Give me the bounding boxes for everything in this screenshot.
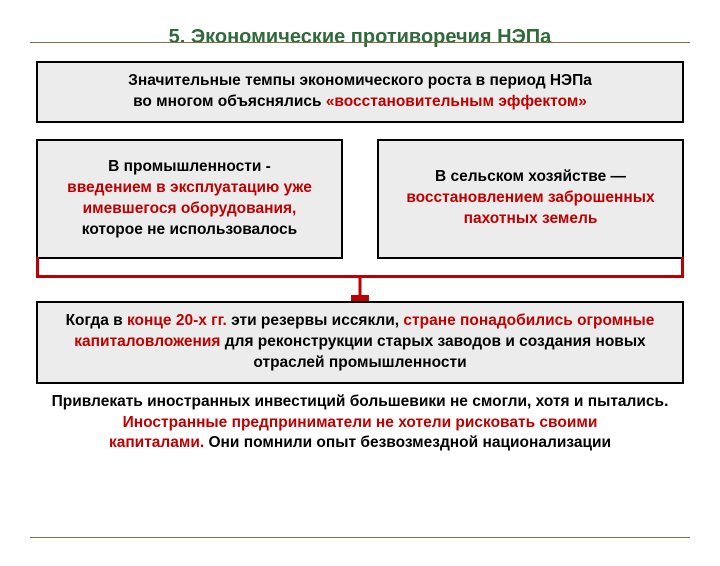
footer-text: Привлекать иностранных инвестиций больше… <box>36 392 684 455</box>
intro-box: Значительные темпы экономического роста … <box>36 61 684 123</box>
agri-l3: пахотных земель <box>464 210 598 227</box>
intro-line1: Значительные темпы экономического роста … <box>128 72 592 89</box>
intro-line2b: «восстановительным эффектом» <box>326 93 587 110</box>
foot-b: Иностранные предприниматели не хотели ри… <box>123 414 598 431</box>
agri-l1: В сельском хозяйстве — <box>435 168 626 185</box>
outcome-box: Когда в конце 20-х гг. эти резервы иссяк… <box>36 301 684 384</box>
slide-title: 5. Экономические противоречия НЭПа <box>0 26 720 49</box>
foot-a: Привлекать иностранных инвестиций больше… <box>52 393 669 410</box>
factor-pair: В промышленности - введением в эксплуата… <box>36 139 684 259</box>
bracket-right-tick <box>681 257 684 275</box>
merge-bracket <box>36 265 684 299</box>
out-c: эти резервы иссякли, <box>227 312 404 329</box>
out-e: для реконструкции старых заводов и созда… <box>220 333 645 371</box>
bracket-left-tick <box>36 257 39 275</box>
bottom-divider <box>30 537 690 538</box>
top-divider <box>30 42 690 43</box>
bracket-arrowhead <box>351 295 369 301</box>
industry-l1: В промышленности - <box>108 158 271 175</box>
agriculture-box: В сельском хозяйстве — восстановлением з… <box>377 139 684 259</box>
industry-l2: введением в эксплуатацию уже имевшегося … <box>67 179 312 217</box>
bracket-stem <box>359 275 362 297</box>
agri-l2: восстановлением заброшенных <box>406 189 654 206</box>
foot-c: капиталами. <box>109 434 204 451</box>
industry-l3: которое не использовалось <box>82 221 297 238</box>
out-a: Когда в <box>66 312 127 329</box>
out-b: конце 20-х гг. <box>127 312 227 329</box>
intro-line2a: во многом объяснялись <box>133 93 326 110</box>
foot-d: Они помнили опыт безвозмездной национали… <box>204 434 611 451</box>
industry-box: В промышленности - введением в эксплуата… <box>36 139 343 259</box>
